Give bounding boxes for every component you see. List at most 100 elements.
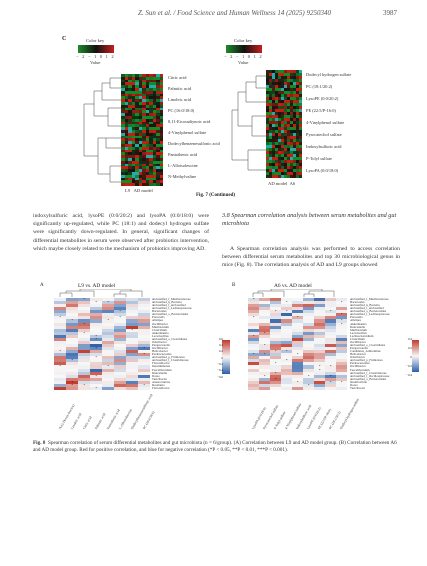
heatmap-cell: [275, 103, 279, 107]
heatmap-cell: [266, 94, 270, 98]
heatmap-cell: [152, 124, 157, 128]
heatmap-cell: [296, 88, 300, 92]
correlation-cell: [114, 386, 127, 391]
heatmap-cell: [135, 158, 139, 162]
heatmap-cell: [145, 88, 150, 92]
correlation-cell: [126, 386, 139, 391]
heatmap-cell: [269, 160, 273, 164]
heatmap-row-label: Pyrocatechol sulfate: [306, 132, 342, 137]
heatmap-cell: [156, 79, 160, 83]
fig7-left-colorkey: Color key −2−1012 Value: [76, 38, 118, 72]
heatmap-cell: [145, 79, 150, 83]
heatmap-cell: [293, 73, 297, 77]
correlation-cell: [248, 368, 260, 372]
heatmap-cell: [293, 85, 297, 89]
correlation-cell: [314, 383, 326, 388]
heatmap-cell: [138, 121, 143, 125]
heatmap-cell: [296, 145, 300, 149]
heatmap-cell: [128, 82, 132, 86]
fig8-a-col-labels: N-(1-Deoxy-fructos) Linoleic acid Citric a…: [54, 392, 156, 432]
correlation-cell: *: [78, 383, 91, 388]
heatmap-cell: [290, 154, 294, 158]
correlation-cell: [78, 316, 91, 320]
correlation-cell: [325, 313, 337, 317]
heatmap-cell: [128, 85, 132, 89]
correlation-cell: [259, 301, 271, 305]
heatmap-cell: [142, 116, 146, 120]
heatmap-cell: [149, 144, 153, 148]
heatmap-cell: [293, 112, 297, 116]
heatmap-cell: [275, 133, 279, 137]
heatmap-cell: [128, 160, 132, 164]
heatmap-cell: [159, 132, 164, 136]
heatmap-cell: [272, 70, 276, 74]
correlation-cell: [54, 347, 67, 351]
heatmap-cell: [149, 160, 153, 164]
correlation-cell: [292, 337, 304, 342]
correlation-cell: [314, 386, 326, 391]
heatmap-cell: [121, 180, 125, 184]
journal-running-title: Z. Sun et al. / Food Science and Human W…: [138, 9, 331, 17]
correlation-cell: [126, 325, 139, 329]
correlation-cell: [66, 304, 79, 308]
correlation-cell: [303, 365, 315, 369]
correlation-row-label: Akkermansia: [350, 321, 367, 326]
heatmap-cell: [128, 96, 132, 100]
colorbar-tick-label: −0.4: [217, 368, 223, 373]
fig8-caption: Fig. 8 Spearman correlation of serum dif…: [33, 440, 401, 455]
heatmap-cell: [272, 103, 276, 107]
correlation-cell: [292, 322, 304, 326]
correlation-cell: [126, 377, 139, 382]
heatmap-cell: [156, 152, 160, 156]
heatmap-cell: [152, 121, 157, 125]
heatmap-cell: [159, 144, 164, 148]
correlation-cell: [325, 301, 337, 305]
correlation-cell: [126, 340, 139, 345]
heatmap-cell: [290, 166, 294, 170]
colorkey-gradient: [226, 45, 262, 53]
heatmap-cell: [121, 104, 125, 108]
heatmap-cell: [278, 118, 282, 122]
heatmap-cell: [159, 141, 164, 145]
heatmap-cell: [281, 73, 285, 77]
correlation-cell: [259, 319, 271, 323]
correlation-cell: [259, 383, 271, 388]
heatmap-cell: [135, 74, 139, 78]
correlation-cell: [78, 365, 91, 369]
heatmap-cell: [156, 85, 160, 89]
correlation-cell: [66, 377, 79, 382]
heatmap-cell: [145, 93, 150, 97]
correlation-cell: [90, 350, 103, 354]
heatmap-cell: [278, 91, 282, 95]
heatmap-cell: [296, 112, 300, 116]
heatmap-cell: [149, 130, 153, 134]
heatmap-cell: [281, 169, 285, 173]
page-header: Z. Sun et al. / Food Science and Human W…: [0, 7, 427, 21]
heatmap-cell: [287, 82, 291, 86]
heatmap-cell: [290, 115, 294, 119]
correlation-row-label: unclassified_f_Oscillospiraceae: [350, 373, 390, 378]
heatmap-cell: [281, 97, 285, 101]
heatmap-cell: [287, 85, 291, 89]
correlation-cell: [138, 319, 151, 323]
heatmap-cell: [269, 166, 273, 170]
heatmap-cell: [159, 74, 164, 78]
heatmap-cell: [156, 183, 160, 187]
correlation-cell: [90, 371, 103, 375]
heatmap-cell: [287, 169, 291, 173]
heatmap-cell: [142, 135, 146, 139]
heatmap-cell: [293, 145, 297, 149]
correlation-cell: [314, 374, 326, 379]
heatmap-cell: [266, 148, 270, 152]
heatmap-cell: [299, 130, 303, 134]
correlation-row-label: Akkermansia: [152, 330, 169, 335]
heatmap-cell: [152, 135, 157, 139]
heatmap-cell: [296, 136, 300, 140]
heatmap-cell: [138, 163, 143, 167]
correlation-cell: [314, 322, 326, 326]
correlation-cell: [325, 334, 337, 339]
correlation-cell: [270, 368, 282, 372]
heatmap-cell: [159, 127, 164, 131]
correlation-cell: [54, 331, 67, 336]
correlation-cell: [336, 365, 348, 369]
